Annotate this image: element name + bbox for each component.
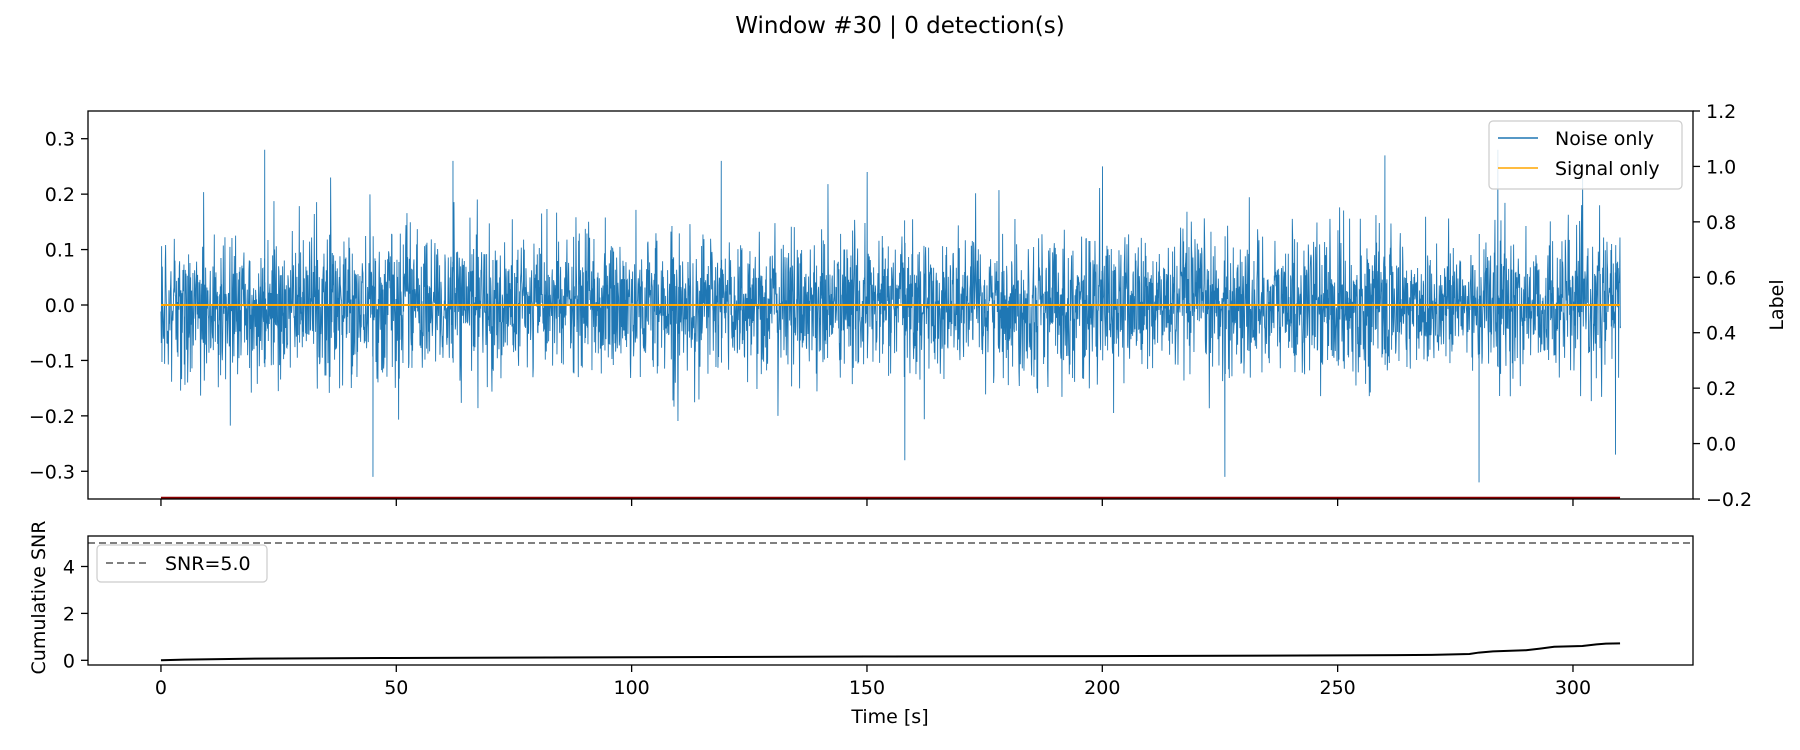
bottom-plot-frame <box>87 535 1694 666</box>
top-y-tick-label: 0.1 <box>45 240 75 262</box>
x-tick-label: 250 <box>1320 677 1356 699</box>
x-axis-title: Time [s] <box>850 706 928 728</box>
top-y2-tick-label: 0.6 <box>1706 267 1736 289</box>
x-tick-label: 0 <box>155 677 167 699</box>
top-y-tick-label: −0.2 <box>29 406 75 428</box>
top-y2-tick-label: 0.2 <box>1706 378 1736 400</box>
top-y2-tick-label: 1.2 <box>1706 101 1736 123</box>
x-tick-label: 100 <box>613 677 649 699</box>
legend-threshold-label: SNR=5.0 <box>165 553 251 575</box>
x-tick-label: 300 <box>1555 677 1591 699</box>
top-y-ticks: −0.3 −0.2 −0.1 0.0 0.1 0.2 0.3 <box>29 129 88 483</box>
cumulative-snr-series <box>160 642 1621 662</box>
bottom-y-tick-label: 4 <box>63 556 75 578</box>
top-y-tick-label: −0.3 <box>29 461 75 483</box>
top-y2-ticks: −0.2 0.0 0.2 0.4 0.6 0.8 1.0 1.2 <box>1693 101 1752 511</box>
bottom-y-tick-label: 0 <box>63 650 75 672</box>
bottom-legend: SNR=5.0 <box>96 544 268 583</box>
noise-trace <box>160 149 1622 483</box>
top-y-tick-label: 0.0 <box>45 295 75 317</box>
top-plot: −0.3 −0.2 −0.1 0.0 0.1 0.2 0.3 −0.2 0.0 0.2 0.4 0.… <box>29 101 1788 511</box>
x-tick-label: 200 <box>1084 677 1120 699</box>
cumulative-snr-line <box>160 642 1621 662</box>
bottom-plot: 0 2 4 0 50 100 150 200 250 300 Time [s] Cumulati… <box>28 521 1694 728</box>
bottom-x-ticks: 0 50 100 150 200 250 300 <box>155 665 1591 699</box>
x-tick-label: 50 <box>384 677 408 699</box>
top-y2-tick-label: −0.2 <box>1706 489 1752 511</box>
top-legend: Noise only Signal only <box>1488 120 1683 190</box>
y2-axis-title: Label <box>1766 279 1788 330</box>
bottom-y-tick-label: 2 <box>63 603 75 625</box>
bottom-y-ticks: 0 2 4 <box>63 556 88 672</box>
figure-title: Window #30 | 0 detection(s) <box>735 13 1064 39</box>
y-axis-title: Cumulative SNR <box>28 521 50 675</box>
x-tick-label: 150 <box>849 677 885 699</box>
noise-series <box>160 149 1622 483</box>
top-x-ticks <box>160 499 1574 506</box>
top-y2-tick-label: 0.4 <box>1706 323 1736 345</box>
top-y-tick-label: 0.2 <box>45 184 75 206</box>
legend-signal-label: Signal only <box>1555 158 1660 180</box>
bottom-legend-box <box>96 544 268 583</box>
top-y-tick-label: −0.1 <box>29 350 75 372</box>
top-y2-tick-label: 1.0 <box>1706 156 1736 178</box>
top-y2-tick-label: 0.8 <box>1706 212 1736 234</box>
legend-noise-label: Noise only <box>1555 128 1654 150</box>
top-y-tick-label: 0.3 <box>45 129 75 151</box>
top-y2-tick-label: 0.0 <box>1706 434 1736 456</box>
